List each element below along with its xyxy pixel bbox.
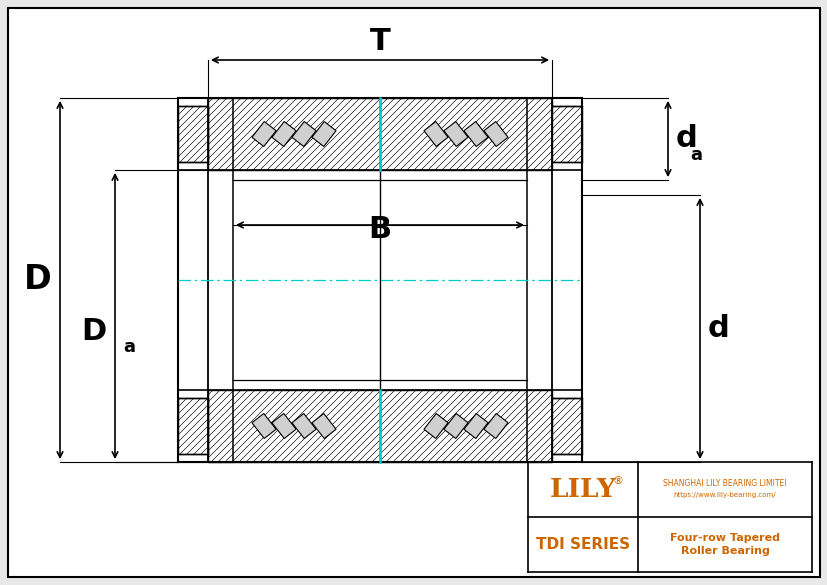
Text: d: d xyxy=(707,314,729,343)
Polygon shape xyxy=(443,414,467,439)
Text: SHANGHAI LILY BEARING LIMITEI: SHANGHAI LILY BEARING LIMITEI xyxy=(662,479,786,488)
Polygon shape xyxy=(463,414,487,439)
Bar xyxy=(208,390,552,462)
Text: d: d xyxy=(675,125,697,153)
Polygon shape xyxy=(251,414,275,439)
Text: Four-row Tapered
Roller Bearing: Four-row Tapered Roller Bearing xyxy=(669,533,779,556)
Polygon shape xyxy=(423,414,447,439)
Polygon shape xyxy=(271,122,296,146)
Text: a: a xyxy=(123,338,135,356)
Text: a: a xyxy=(689,146,701,164)
Polygon shape xyxy=(483,414,508,439)
Bar xyxy=(178,398,208,454)
Text: T: T xyxy=(369,27,390,56)
Text: B: B xyxy=(368,215,391,244)
Polygon shape xyxy=(463,122,487,146)
Polygon shape xyxy=(312,414,336,439)
Bar xyxy=(552,106,581,162)
Text: TDI SERIES: TDI SERIES xyxy=(535,537,629,552)
Polygon shape xyxy=(312,122,336,146)
Polygon shape xyxy=(292,122,316,146)
Polygon shape xyxy=(251,122,275,146)
Text: LILY: LILY xyxy=(549,477,615,502)
Bar xyxy=(178,106,208,162)
Text: ®: ® xyxy=(612,477,624,487)
Polygon shape xyxy=(483,122,508,146)
Bar xyxy=(208,98,552,170)
Bar xyxy=(552,398,581,454)
Polygon shape xyxy=(271,414,296,439)
Text: D: D xyxy=(24,263,52,297)
Text: https://www.lily-bearing.com/: https://www.lily-bearing.com/ xyxy=(673,491,776,497)
Polygon shape xyxy=(292,414,316,439)
Polygon shape xyxy=(443,122,467,146)
Polygon shape xyxy=(423,122,447,146)
Text: D: D xyxy=(82,316,107,346)
